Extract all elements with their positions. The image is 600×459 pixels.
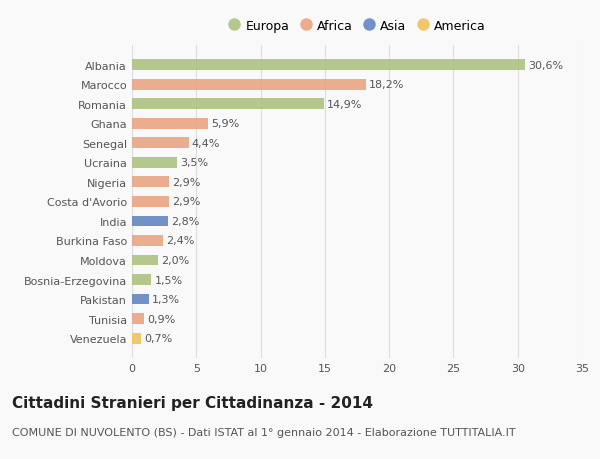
Bar (132, 274, 151, 285)
Bar (132, 333, 141, 344)
Text: 1,3%: 1,3% (152, 295, 180, 304)
Text: Cittadini Stranieri per Cittadinanza - 2014: Cittadini Stranieri per Cittadinanza - 2… (12, 395, 373, 410)
Bar (132, 138, 188, 149)
Bar (132, 79, 366, 90)
Text: COMUNE DI NUVOLENTO (BS) - Dati ISTAT al 1° gennaio 2014 - Elaborazione TUTTITAL: COMUNE DI NUVOLENTO (BS) - Dati ISTAT al… (12, 427, 515, 437)
Bar (132, 313, 143, 325)
Text: 14,9%: 14,9% (327, 100, 362, 109)
Bar (132, 99, 323, 110)
Bar (132, 216, 168, 227)
Text: 2,9%: 2,9% (173, 197, 201, 207)
Bar (132, 294, 149, 305)
Text: 2,0%: 2,0% (161, 256, 189, 265)
Text: 2,9%: 2,9% (173, 178, 201, 187)
Bar (132, 60, 526, 71)
Bar (132, 157, 177, 168)
Legend: Europa, Africa, Asia, America: Europa, Africa, Asia, America (223, 15, 491, 38)
Text: 0,9%: 0,9% (147, 314, 175, 324)
Bar (132, 235, 163, 246)
Bar (132, 255, 158, 266)
Bar (132, 177, 169, 188)
Bar (132, 118, 208, 129)
Text: 1,5%: 1,5% (155, 275, 182, 285)
Text: 2,8%: 2,8% (171, 217, 200, 226)
Text: 5,9%: 5,9% (211, 119, 239, 129)
Text: 0,7%: 0,7% (144, 334, 172, 343)
Bar (132, 196, 169, 207)
Text: 18,2%: 18,2% (369, 80, 404, 90)
Text: 2,4%: 2,4% (166, 236, 194, 246)
Text: 4,4%: 4,4% (192, 139, 220, 148)
Text: 3,5%: 3,5% (180, 158, 208, 168)
Text: 30,6%: 30,6% (529, 61, 564, 70)
